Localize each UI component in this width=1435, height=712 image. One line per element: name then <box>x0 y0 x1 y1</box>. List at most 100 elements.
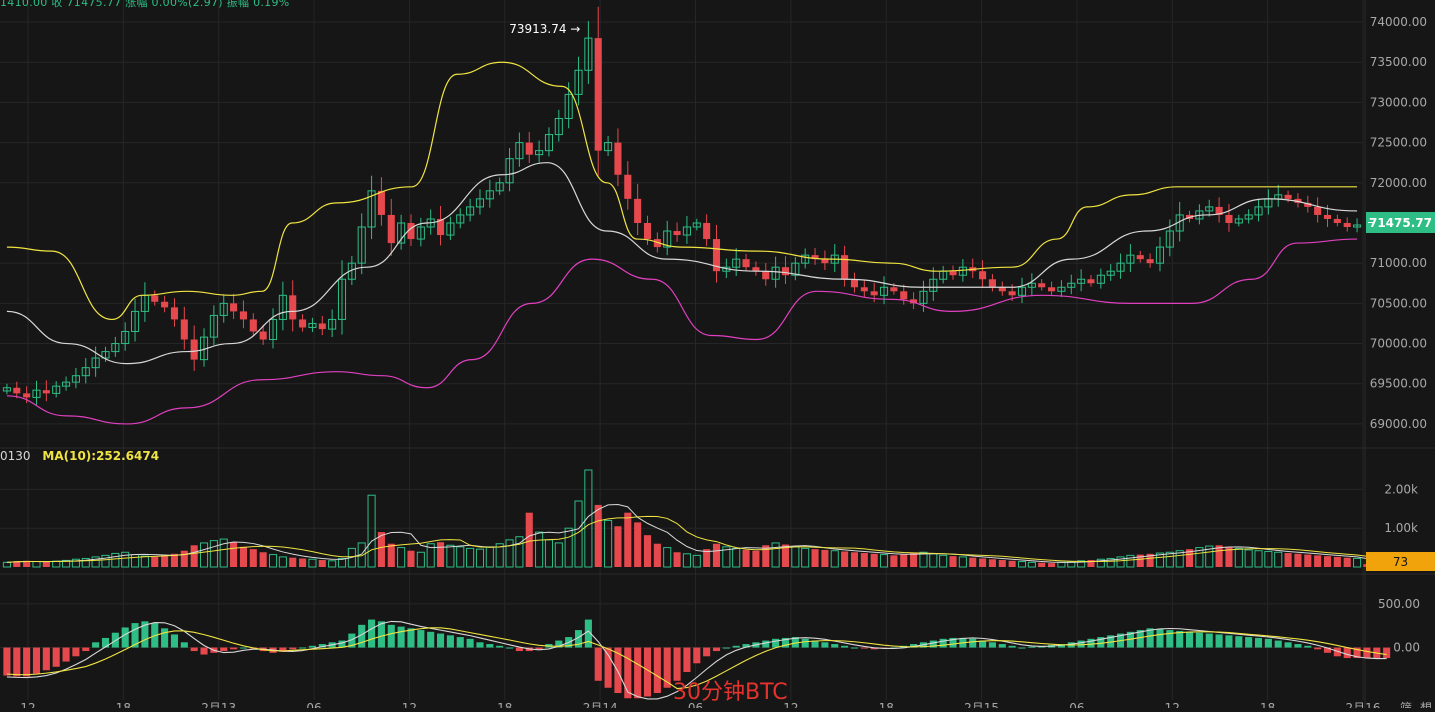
candle-body-down <box>1136 255 1144 260</box>
volume-bar <box>426 543 435 568</box>
candle-body-up <box>535 150 544 156</box>
volume-bar <box>673 552 681 567</box>
candle-body-up <box>1353 224 1362 228</box>
volume-bar <box>979 558 987 567</box>
oscillator-bar <box>693 647 701 664</box>
volume-bar <box>466 547 475 568</box>
volume-bar <box>268 554 278 568</box>
volume-bar <box>1234 547 1243 568</box>
candle-body-down <box>1323 214 1332 219</box>
volume-bar <box>505 539 514 568</box>
oscillator-bar <box>988 642 996 648</box>
volume-bar <box>1284 553 1292 567</box>
volume-ma10-line <box>6 515 1367 563</box>
candle-body-down <box>259 331 267 340</box>
candle-body-down <box>1225 214 1233 223</box>
volume-bar <box>1008 560 1016 567</box>
candle-body-up <box>584 37 593 71</box>
candle-body-down <box>841 255 849 280</box>
oscillator-bar <box>308 645 316 648</box>
candle <box>791 256 800 281</box>
oscillator-bar <box>969 638 977 648</box>
oscillator-bar <box>82 647 90 652</box>
oscillator-bar <box>762 640 770 648</box>
oscillator-bar <box>1353 647 1361 659</box>
candle <box>299 314 307 332</box>
candle <box>1225 203 1233 232</box>
candle <box>151 290 159 306</box>
oscillator-bar <box>1343 647 1351 659</box>
volume-bar <box>456 546 465 568</box>
oscillator-bar <box>643 647 652 697</box>
volume-bar <box>860 553 868 567</box>
candle <box>42 380 50 402</box>
oscillator-bar <box>1225 635 1233 648</box>
volume-bar <box>13 561 21 567</box>
candle <box>1205 199 1214 217</box>
volume-bar <box>475 548 485 568</box>
candle-body-down <box>1087 279 1095 284</box>
candle-body-up <box>564 93 573 119</box>
oscillator-bar <box>141 621 149 648</box>
candle <box>801 248 810 269</box>
oscillator-bar <box>1018 647 1026 649</box>
oscillator-bar <box>683 647 691 673</box>
volume-bar <box>1096 558 1105 568</box>
candle-body-up <box>1057 286 1066 292</box>
volume-bar <box>634 522 642 567</box>
candle-body-down <box>712 239 721 272</box>
oscillator-bar <box>42 647 50 671</box>
candle-body-down <box>13 387 21 394</box>
candle-body-up <box>1077 278 1086 284</box>
price-axis-tick: 72000.00 <box>1370 176 1427 190</box>
volume-bar <box>781 544 790 567</box>
price-axis-tick: 70500.00 <box>1370 296 1427 310</box>
candle-body-down <box>170 307 179 320</box>
oscillator-bar <box>1235 636 1243 648</box>
volume-bar <box>1244 549 1253 568</box>
volume-axis-tick: 2.00k <box>1384 482 1418 496</box>
candle-body-down <box>42 390 50 394</box>
candle <box>71 367 80 389</box>
volume-bar <box>969 557 977 567</box>
oscillator-bar <box>466 638 474 648</box>
boll_upper-line <box>6 61 1358 321</box>
volume-bar <box>900 554 908 567</box>
price-axis: 74000.00 73500.00 73000.00 72500.00 72000.00… <box>1370 15 1427 655</box>
candle <box>397 214 406 250</box>
volume-bar <box>1185 549 1194 567</box>
volume-bar <box>1146 553 1154 567</box>
candle-body-up <box>101 351 110 359</box>
candle <box>318 315 326 336</box>
candle-body-up <box>397 222 406 244</box>
volume-bar <box>239 546 247 567</box>
candle <box>998 281 1006 296</box>
oscillator-bar <box>732 645 740 648</box>
volume-bar <box>535 531 544 568</box>
volume-bar <box>1254 550 1263 568</box>
candle-body-up <box>1027 282 1036 288</box>
oscillator-bar <box>1087 638 1095 648</box>
candle-body-down <box>949 271 957 276</box>
time-axis-label: 06 <box>306 701 321 708</box>
time-axis-label: 06 <box>688 701 703 708</box>
candle-body-up <box>456 214 465 224</box>
oscillator-bar <box>742 644 750 648</box>
volume-bar <box>879 554 889 568</box>
oscillator-bar <box>1254 637 1263 648</box>
oscillator-bar <box>624 647 632 699</box>
oscillator-bar <box>368 619 376 648</box>
time-axis-label: 12 <box>1165 701 1180 708</box>
volume-bar <box>732 547 741 568</box>
candle <box>1146 253 1154 268</box>
volume-bar <box>111 552 120 568</box>
candle <box>190 325 198 371</box>
candle <box>130 298 140 342</box>
oscillator-bar <box>850 647 859 649</box>
volume-bar <box>663 547 672 568</box>
candle <box>456 208 465 229</box>
oscillator-bar <box>1136 630 1144 648</box>
oscillator-bar <box>604 647 612 688</box>
volume-bar <box>1205 545 1214 568</box>
candle <box>111 336 120 357</box>
